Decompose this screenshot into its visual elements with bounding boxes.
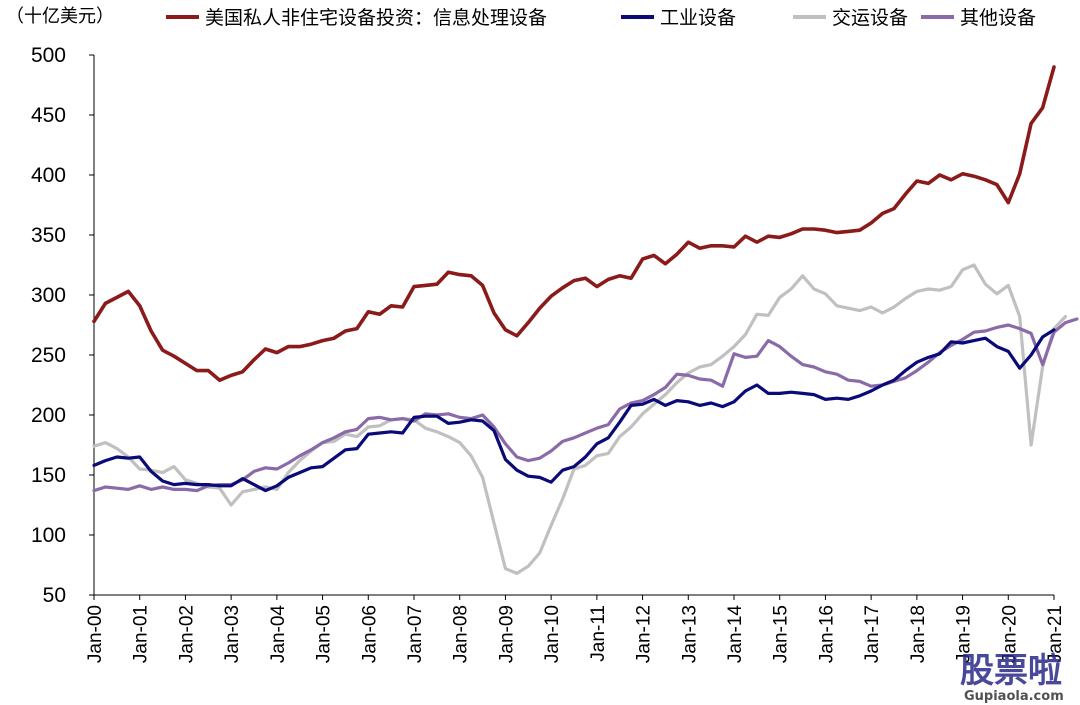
x-tick-label: Jan-14 (725, 605, 746, 664)
y-tick-label: 100 (31, 524, 66, 547)
x-tick-label: Jan-00 (85, 605, 106, 663)
x-tick-label: Jan-05 (314, 605, 335, 663)
x-tick-label: Jan-11 (588, 605, 609, 662)
y-tick-label: 200 (31, 404, 66, 427)
watermark: 股票啦 Gupiaola.com (960, 651, 1064, 704)
y-tick-label: 350 (31, 224, 66, 247)
y-axis: 50 100 150 200 250 300 350 400 450 500 (31, 44, 95, 607)
x-tick-label: Jan-17 (862, 605, 883, 663)
unit-label: （十亿美元） (6, 6, 114, 27)
y-tick-label: 400 (31, 164, 66, 187)
x-tick-label: Jan-02 (176, 605, 197, 663)
y-tick-label: 150 (31, 464, 66, 487)
x-tick-label: Jan-10 (542, 605, 563, 663)
legend-label-3: 交运设备 (832, 7, 908, 29)
x-tick-label: Jan-16 (816, 605, 837, 663)
x-tick-label: Jan-06 (359, 605, 380, 663)
x-tick-label: Jan-07 (405, 605, 426, 663)
legend-label-4: 其他设备 (960, 7, 1036, 29)
y-tick-label: 300 (31, 284, 66, 307)
legend-label-1: 美国私人非住宅设备投资：信息处理设备 (205, 7, 547, 29)
x-tick-label: Jan-01 (131, 605, 152, 663)
watermark-text: 股票啦 (960, 651, 1062, 691)
x-tick-label: Jan-20 (999, 605, 1020, 663)
series-line-3 (92, 263, 1068, 576)
legend: 美国私人非住宅设备投资：信息处理设备 工业设备 交运设备 其他设备 (166, 7, 1036, 29)
x-tick-label: Jan-18 (908, 605, 929, 663)
plot-area (92, 65, 1079, 576)
y-tick-label: 500 (31, 44, 66, 67)
series-line-2 (92, 328, 1056, 493)
series-line-1 (92, 65, 1056, 383)
x-tick-label: Jan-15 (771, 605, 792, 663)
x-tick-label: Jan-19 (954, 605, 975, 663)
watermark-url: Gupiaola.com (964, 689, 1064, 704)
series-line-4 (92, 317, 1079, 493)
x-tick-label: Jan-12 (634, 605, 655, 663)
y-tick-label: 450 (31, 104, 66, 127)
legend-label-2: 工业设备 (660, 7, 736, 29)
x-tick-label: Jan-09 (496, 605, 517, 663)
x-tick-label: Jan-03 (222, 605, 243, 663)
y-tick-label: 50 (43, 584, 66, 607)
x-tick-label: Jan-13 (679, 605, 700, 663)
x-tick-label: Jan-21 (1045, 605, 1066, 663)
y-tick-label: 250 (31, 344, 66, 367)
x-axis: Jan-00 Jan-01 Jan-02 Jan-03 Jan-04 Jan-05 Jan-… (85, 594, 1066, 664)
x-tick-label: Jan-04 (268, 605, 289, 664)
x-tick-label: Jan-08 (451, 605, 472, 663)
